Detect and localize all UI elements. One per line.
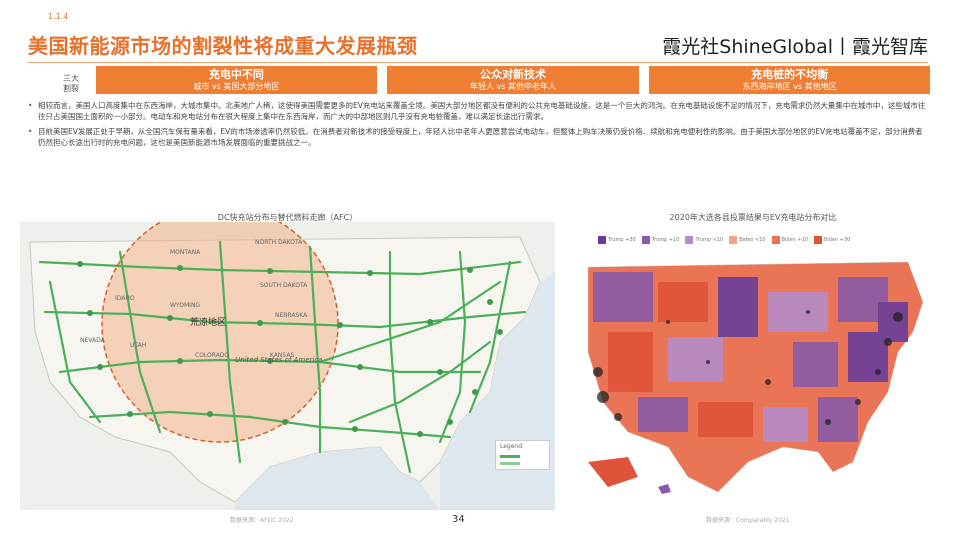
alaska-shape xyxy=(588,457,638,487)
card-2: 公众对新技术 年轻人 vs 其他中老年人 xyxy=(386,66,640,94)
county-patches xyxy=(593,272,908,442)
bullet-item: 相较而言，美国人口高度集中在东西海岸，大城市集中。北美地广人稀，这使得美国需要更… xyxy=(28,100,928,122)
legend-swatch xyxy=(813,236,822,244)
state-label: WYOMING xyxy=(170,302,200,309)
right-source: 数据来源：Comparably 2021 xyxy=(706,517,790,524)
left-map-caption: DC快充站分布与替代燃料走廊（AFC） xyxy=(217,213,358,222)
us-map-svg: MONTANA NORTH DAKOTA SOUTH DAKOTA WYOMIN… xyxy=(29,222,555,510)
legend-label: Trump +30 xyxy=(608,237,636,243)
legend-swatch xyxy=(685,236,694,244)
state-label: KANSAS xyxy=(270,352,294,359)
map-legend: Legend xyxy=(495,440,550,470)
state-label: NEBRASKA xyxy=(275,312,308,319)
state-label: NEVADA xyxy=(80,337,106,344)
legend-title: Legend xyxy=(500,443,523,450)
legend-label: Biden +10 xyxy=(781,237,808,243)
ocean-gulf xyxy=(235,447,440,510)
bullet-list: 相较而言，美国人口高度集中在东西海岸，大城市集中。北美地广人稀，这使得美国需要更… xyxy=(28,100,928,152)
legend-swatch xyxy=(771,236,780,244)
county-legend: Trump +30 Trump +10 Trump <10 Biden <10 … xyxy=(598,236,850,244)
card-title: 充电中不同 xyxy=(208,68,264,81)
title-divider xyxy=(28,62,928,63)
card-subtitle: 城市 vs 美国大部分地区 xyxy=(193,82,280,91)
legend-line-1 xyxy=(500,455,520,458)
page-title: 美国新能源市场的割裂性将成重大发展瓶颈 xyxy=(28,34,418,58)
section-tag: 1.1.4 xyxy=(48,12,69,21)
summary-cards: 充电中不同 城市 vs 美国大部分地区 公众对新技术 年轻人 vs 其他中老年人… xyxy=(96,66,930,94)
card-3: 充电桩的不均衡 东西海岸地区 vs 其他地区 xyxy=(649,66,930,94)
hawaii-shape xyxy=(658,484,671,494)
page-number: 34 xyxy=(452,514,465,525)
card-title: 充电桩的不均衡 xyxy=(751,68,829,81)
legend-swatch xyxy=(598,236,606,244)
right-map-caption: 2020年大选各县投票结果与EV充电站分布对比 xyxy=(669,213,837,222)
country-label: United States of America xyxy=(235,356,322,364)
circle-label: 荒凉地区 xyxy=(190,316,226,328)
side-label: 三大割裂 xyxy=(63,74,79,93)
state-label: NORTH DAKOTA xyxy=(255,239,303,246)
state-label: COLORADO xyxy=(195,352,229,359)
card-subtitle: 东西海岸地区 vs 其他地区 xyxy=(742,82,837,91)
brand-logo-text: 霞光社ShineGlobal丨霞光智库 xyxy=(662,36,928,58)
legend-line-2 xyxy=(500,462,520,465)
charging-corridor-map: MONTANA NORTH DAKOTA SOUTH DAKOTA WYOMIN… xyxy=(20,222,555,510)
legend-swatch xyxy=(641,236,650,244)
legend-label: Trump +10 xyxy=(651,237,680,243)
state-label: UTAH xyxy=(130,342,146,349)
card-title: 公众对新技术 xyxy=(480,68,546,81)
election-county-map: Trump +30 Trump +10 Trump <10 Biden <10 … xyxy=(568,222,938,512)
card-1: 充电中不同 城市 vs 美国大部分地区 xyxy=(96,66,377,94)
county-map-svg xyxy=(587,261,924,494)
station-dots xyxy=(77,261,503,437)
bullet-item: 目前美国EV发展正处于早期，从全国汽车保有量来看，EV的市场渗透率仍然较低。在消… xyxy=(28,126,928,148)
legend-swatch xyxy=(729,236,738,244)
card-subtitle: 年轻人 vs 其他中老年人 xyxy=(470,82,556,91)
legend-label: Biden +30 xyxy=(823,237,851,243)
state-label: MONTANA xyxy=(170,249,201,256)
left-source: 数据来源：AFDC 2022 xyxy=(230,517,294,524)
legend-label: Trump <10 xyxy=(695,237,724,243)
legend-label: Biden <10 xyxy=(739,237,766,243)
state-label: IDAHO xyxy=(115,295,135,302)
state-label: SOUTH DAKOTA xyxy=(260,282,308,289)
station-clusters xyxy=(593,310,903,425)
